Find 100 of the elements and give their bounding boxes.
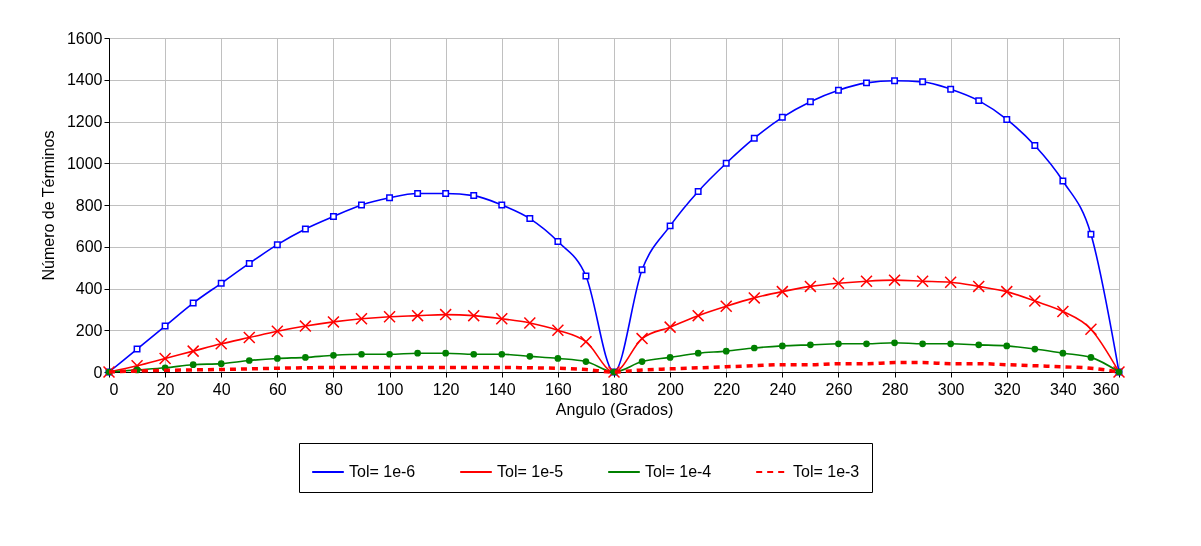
point (891, 77, 899, 85)
point (582, 358, 590, 365)
point (1056, 305, 1070, 318)
x-tick-label: 360 (1092, 380, 1120, 398)
point (919, 78, 927, 86)
point (243, 331, 256, 344)
point (666, 354, 674, 361)
point (1003, 115, 1011, 123)
point (189, 361, 197, 369)
point (778, 342, 786, 350)
point (748, 291, 761, 305)
y-axis-title: Número de Términos (39, 130, 57, 281)
point (467, 309, 480, 322)
point (722, 159, 730, 167)
y-tick-label: 1000 (66, 154, 103, 172)
point (860, 274, 873, 288)
point (383, 310, 396, 323)
x-tick-label: 0 (109, 380, 119, 398)
x-tick-label: 240 (769, 380, 797, 398)
point (750, 134, 758, 142)
x-tick-label: 160 (545, 380, 572, 398)
point (888, 273, 901, 287)
point (386, 194, 394, 202)
x-tick-label: 100 (376, 380, 404, 398)
point (495, 312, 508, 325)
point (579, 335, 593, 348)
point (832, 277, 845, 290)
legend-label: Tol= 1e-5 (497, 463, 564, 480)
y-tick-label: 0 (93, 363, 103, 381)
x-tick-label: 300 (937, 380, 965, 398)
point (554, 355, 562, 362)
point (804, 280, 817, 293)
point (972, 280, 985, 293)
point (638, 358, 646, 365)
point (414, 190, 422, 198)
point (273, 355, 281, 362)
point (975, 341, 983, 349)
point (442, 190, 450, 198)
x-tick-label: 40 (212, 380, 231, 398)
point (694, 187, 702, 195)
point (386, 350, 393, 358)
x-tick-label: 140 (488, 380, 516, 398)
y-tick-label: 800 (75, 196, 103, 214)
point (582, 272, 590, 280)
point (215, 337, 228, 351)
point (358, 201, 365, 209)
point (691, 309, 705, 322)
y-tick-label: 1200 (66, 113, 103, 130)
point (186, 344, 200, 358)
point (1084, 322, 1098, 336)
point (891, 339, 898, 347)
point (694, 349, 702, 357)
point (666, 222, 674, 230)
point (1028, 294, 1042, 308)
point (834, 86, 842, 94)
point (975, 97, 983, 105)
point (947, 85, 955, 93)
point (498, 201, 506, 209)
y-tick-label: 600 (75, 238, 103, 256)
point (1059, 349, 1067, 357)
point (1087, 230, 1095, 238)
x-axis-title: Angulo (Grados) (555, 400, 674, 418)
point (439, 308, 452, 321)
point (327, 315, 340, 329)
point (863, 79, 870, 87)
point (299, 319, 312, 333)
point (720, 300, 733, 313)
x-tick-label: 80 (325, 380, 343, 398)
point (1031, 142, 1039, 149)
point (329, 212, 337, 220)
x-tick-label: 280 (881, 380, 909, 398)
point (217, 279, 225, 287)
x-tick-label: 180 (601, 380, 628, 398)
point (944, 276, 957, 289)
x-tick-label: 220 (713, 380, 741, 398)
point (158, 352, 172, 365)
point (916, 274, 929, 288)
point (778, 113, 786, 121)
point (330, 351, 337, 359)
point (1031, 345, 1039, 353)
x-tick-label: 260 (825, 380, 853, 398)
point (1000, 285, 1013, 298)
point (663, 320, 677, 334)
point (271, 325, 284, 338)
point (442, 349, 450, 357)
x-tick-label: 320 (993, 380, 1021, 398)
y-tick-label: 400 (75, 280, 103, 297)
point (411, 309, 424, 322)
point (776, 285, 789, 298)
x-tick-label: 200 (657, 380, 685, 398)
point (470, 350, 478, 358)
point (414, 349, 421, 357)
point (722, 347, 730, 355)
point (245, 259, 253, 267)
point (161, 322, 169, 330)
legend-label: Tol= 1e-3 (793, 463, 860, 480)
legend-label: Tol= 1e-4 (645, 463, 712, 480)
point (807, 341, 814, 349)
x-tick-label: 60 (268, 380, 287, 398)
point (526, 353, 534, 360)
